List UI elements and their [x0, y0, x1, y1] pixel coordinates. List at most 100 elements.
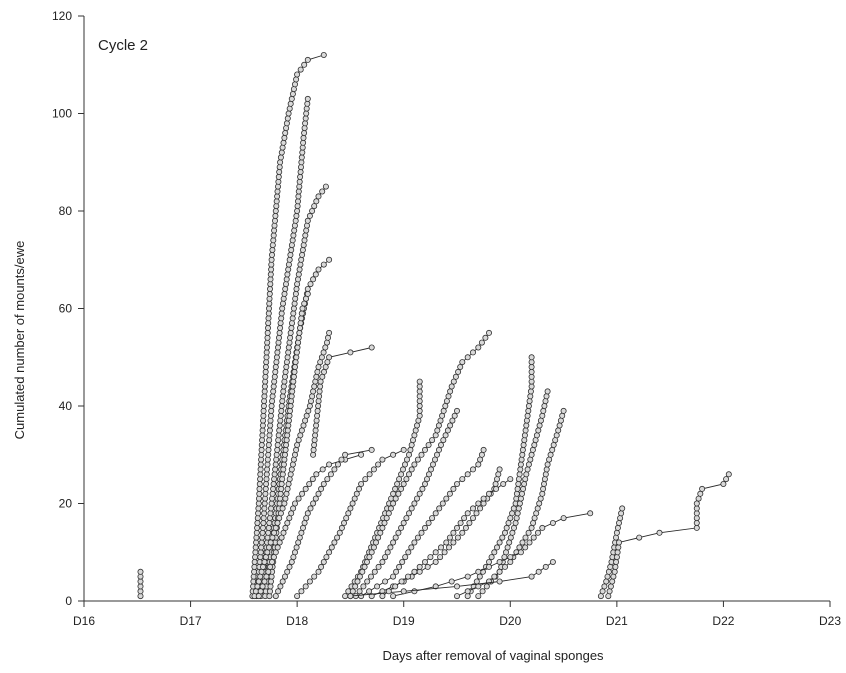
- data-point: [281, 451, 288, 458]
- data-point: [390, 500, 397, 507]
- data-point: [320, 349, 327, 356]
- data-point: [265, 568, 272, 575]
- data-point: [285, 349, 292, 356]
- data-point: [693, 510, 700, 517]
- data-point: [269, 398, 276, 405]
- data-point: [290, 232, 297, 239]
- data-point: [462, 524, 469, 531]
- data-point: [405, 471, 412, 478]
- data-point: [437, 554, 444, 561]
- data-point: [385, 510, 392, 517]
- data-point: [267, 412, 274, 419]
- data-point: [282, 281, 289, 288]
- data-point: [312, 427, 319, 434]
- data-point: [613, 529, 620, 536]
- data-point: [473, 578, 480, 585]
- data-point: [517, 549, 524, 556]
- data-point: [268, 251, 275, 258]
- data-point: [259, 422, 266, 429]
- data-point: [266, 427, 273, 434]
- data-point: [519, 451, 526, 458]
- data-point: [492, 480, 499, 487]
- data-point: [274, 441, 281, 448]
- data-point: [503, 524, 510, 531]
- data-point: [274, 183, 281, 190]
- data-point: [550, 441, 557, 448]
- data-point: [268, 402, 275, 409]
- data-point: [416, 568, 423, 575]
- data-point: [485, 490, 492, 497]
- data-point: [496, 559, 503, 566]
- data-point: [366, 471, 373, 478]
- data-point: [309, 476, 316, 483]
- data-point: [405, 510, 412, 517]
- data-point: [273, 451, 280, 458]
- data-point: [255, 500, 262, 507]
- data-point: [276, 168, 283, 175]
- data-point: [285, 422, 292, 429]
- data-point: [519, 490, 526, 497]
- data-point: [277, 583, 284, 590]
- data-point: [310, 276, 317, 283]
- data-point: [607, 563, 614, 570]
- data-point: [302, 485, 309, 492]
- data-point: [290, 310, 297, 317]
- data-point: [287, 334, 294, 341]
- data-point: [316, 388, 323, 395]
- data-point: [382, 578, 389, 585]
- x-tick-label: D19: [393, 614, 415, 628]
- data-point: [284, 354, 291, 361]
- data-point: [264, 334, 271, 341]
- data-point: [349, 588, 356, 595]
- data-point: [366, 588, 373, 595]
- data-point: [294, 71, 301, 78]
- data-point: [342, 451, 349, 458]
- data-point: [303, 222, 310, 229]
- data-point: [443, 539, 450, 546]
- data-point: [443, 495, 450, 502]
- data-point: [480, 446, 487, 453]
- data-point: [317, 383, 324, 390]
- data-point: [282, 285, 289, 292]
- x-tick-label: D22: [712, 614, 734, 628]
- data-point: [322, 363, 329, 370]
- data-point: [485, 563, 492, 570]
- data-point: [288, 242, 295, 249]
- data-point: [432, 432, 439, 439]
- data-point: [286, 563, 293, 570]
- data-point: [368, 593, 375, 600]
- data-point: [272, 207, 279, 214]
- data-point: [520, 485, 527, 492]
- data-point: [252, 549, 259, 556]
- data-point: [285, 480, 292, 487]
- x-tick-label: D20: [499, 614, 521, 628]
- data-point: [364, 578, 371, 585]
- data-point: [307, 505, 314, 512]
- data-point: [509, 510, 516, 517]
- data-point: [697, 490, 704, 497]
- data-point: [266, 300, 273, 307]
- data-point: [352, 583, 359, 590]
- data-point: [368, 549, 375, 556]
- data-point: [519, 446, 526, 453]
- data-point: [693, 520, 700, 527]
- data-point: [351, 495, 358, 502]
- data-point: [313, 198, 320, 205]
- data-point: [530, 534, 537, 541]
- data-point: [295, 271, 302, 278]
- data-point: [261, 393, 268, 400]
- data-point: [291, 451, 298, 458]
- data-point: [493, 544, 500, 551]
- data-point: [526, 398, 533, 405]
- data-point: [454, 534, 461, 541]
- data-point: [300, 134, 307, 141]
- data-point: [404, 573, 411, 580]
- data-point: [360, 583, 367, 590]
- data-point: [390, 490, 397, 497]
- data-point: [322, 344, 329, 351]
- data-point: [547, 451, 554, 458]
- data-point: [399, 466, 406, 473]
- data-point: [603, 578, 610, 585]
- data-point: [302, 232, 309, 239]
- data-point: [425, 441, 432, 448]
